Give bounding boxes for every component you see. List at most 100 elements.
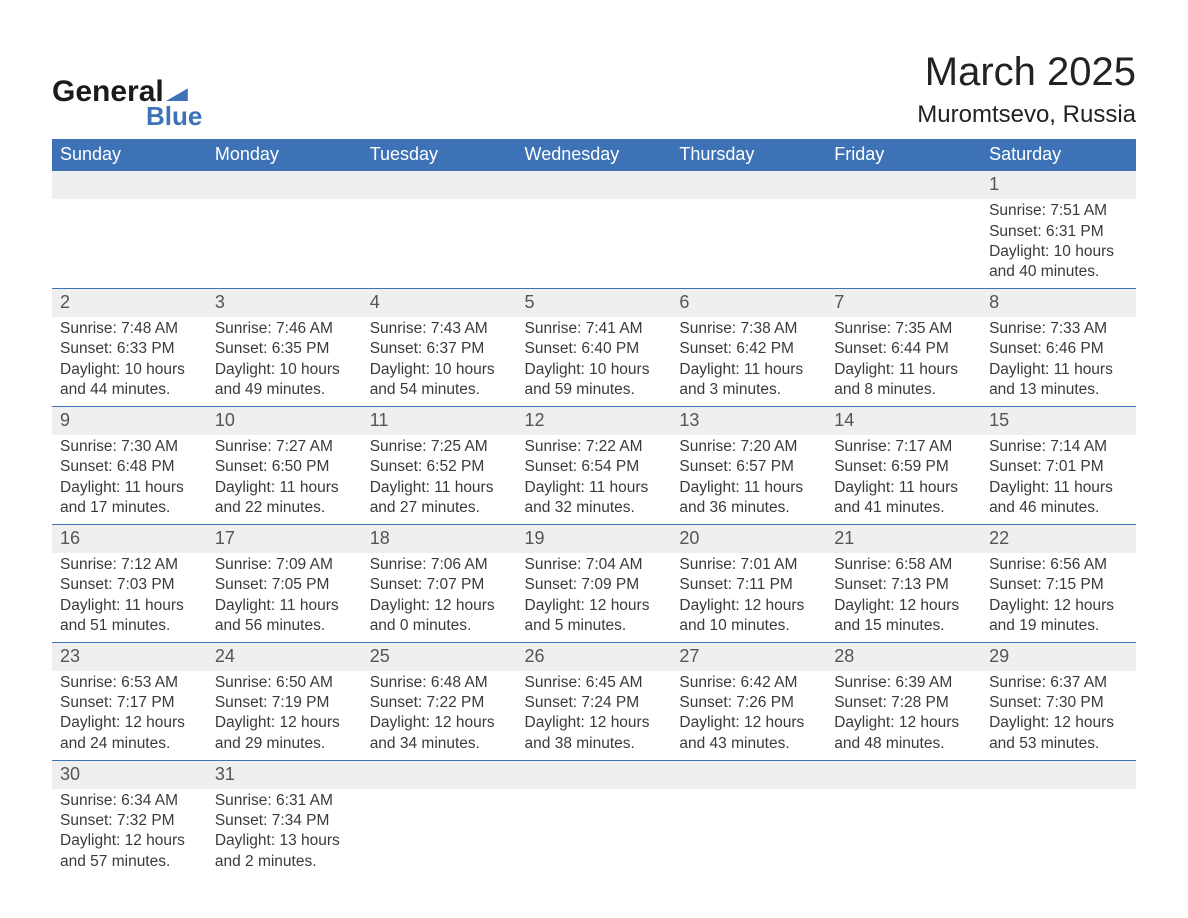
sunset-text: Sunset: 6:33 PM — [60, 339, 199, 359]
day-number-cell: 29 — [981, 642, 1136, 671]
day-number-cell: 27 — [671, 642, 826, 671]
daylight-text: Daylight: 10 hours — [525, 360, 664, 380]
sunset-text: Sunset: 7:32 PM — [60, 811, 199, 831]
day-number-cell: 17 — [207, 524, 362, 553]
sunset-text: Sunset: 7:26 PM — [679, 693, 818, 713]
sunrise-text: Sunrise: 7:27 AM — [215, 437, 354, 457]
day-number-cell: 15 — [981, 406, 1136, 435]
day-info-cell: Sunrise: 6:37 AMSunset: 7:30 PMDaylight:… — [981, 671, 1136, 760]
title-block: March 2025 Muromtsevo, Russia — [917, 50, 1136, 129]
sunset-text: Sunset: 6:37 PM — [370, 339, 509, 359]
brand-line2: Blue — [146, 103, 202, 129]
sunrise-text: Sunrise: 7:14 AM — [989, 437, 1128, 457]
daylight-text: and 3 minutes. — [679, 380, 818, 400]
day-number-cell — [207, 171, 362, 199]
day-info-cell: Sunrise: 7:46 AMSunset: 6:35 PMDaylight:… — [207, 317, 362, 406]
sunrise-text: Sunrise: 6:31 AM — [215, 791, 354, 811]
day-info-cell — [981, 789, 1136, 878]
sunset-text: Sunset: 6:50 PM — [215, 457, 354, 477]
sunrise-text: Sunrise: 7:22 AM — [525, 437, 664, 457]
daylight-text: Daylight: 12 hours — [60, 713, 199, 733]
day-number-cell: 8 — [981, 288, 1136, 317]
day-info-cell: Sunrise: 7:20 AMSunset: 6:57 PMDaylight:… — [671, 435, 826, 524]
sunrise-text: Sunrise: 7:33 AM — [989, 319, 1128, 339]
daylight-text: and 32 minutes. — [525, 498, 664, 518]
daylight-text: Daylight: 11 hours — [679, 360, 818, 380]
day-info-cell: Sunrise: 7:06 AMSunset: 7:07 PMDaylight:… — [362, 553, 517, 642]
sunrise-text: Sunrise: 6:48 AM — [370, 673, 509, 693]
sunset-text: Sunset: 6:54 PM — [525, 457, 664, 477]
info-row: Sunrise: 7:12 AMSunset: 7:03 PMDaylight:… — [52, 553, 1136, 642]
day-info-cell: Sunrise: 7:38 AMSunset: 6:42 PMDaylight:… — [671, 317, 826, 406]
daylight-text: and 49 minutes. — [215, 380, 354, 400]
day-number-cell — [517, 760, 672, 789]
sunrise-text: Sunrise: 7:46 AM — [215, 319, 354, 339]
sunset-text: Sunset: 7:05 PM — [215, 575, 354, 595]
weekday-header: Friday — [826, 139, 981, 171]
daylight-text: and 46 minutes. — [989, 498, 1128, 518]
day-number-cell: 11 — [362, 406, 517, 435]
sunset-text: Sunset: 6:48 PM — [60, 457, 199, 477]
info-row: Sunrise: 6:53 AMSunset: 7:17 PMDaylight:… — [52, 671, 1136, 760]
day-info-cell — [52, 199, 207, 288]
sunset-text: Sunset: 6:52 PM — [370, 457, 509, 477]
daylight-text: and 2 minutes. — [215, 852, 354, 872]
day-info-cell: Sunrise: 6:56 AMSunset: 7:15 PMDaylight:… — [981, 553, 1136, 642]
daylight-text: Daylight: 12 hours — [525, 713, 664, 733]
day-info-cell: Sunrise: 7:01 AMSunset: 7:11 PMDaylight:… — [671, 553, 826, 642]
daylight-text: and 29 minutes. — [215, 734, 354, 754]
day-number-cell: 10 — [207, 406, 362, 435]
sunset-text: Sunset: 6:57 PM — [679, 457, 818, 477]
day-number-cell: 4 — [362, 288, 517, 317]
day-info-cell: Sunrise: 7:43 AMSunset: 6:37 PMDaylight:… — [362, 317, 517, 406]
day-number-cell: 22 — [981, 524, 1136, 553]
day-number-cell: 6 — [671, 288, 826, 317]
weekday-header: Wednesday — [517, 139, 672, 171]
daylight-text: Daylight: 11 hours — [834, 478, 973, 498]
sunrise-text: Sunrise: 7:43 AM — [370, 319, 509, 339]
weekday-header: Tuesday — [362, 139, 517, 171]
brand-logo: General Blue — [52, 77, 202, 129]
sunset-text: Sunset: 6:44 PM — [834, 339, 973, 359]
sunset-text: Sunset: 7:30 PM — [989, 693, 1128, 713]
daylight-text: Daylight: 12 hours — [989, 596, 1128, 616]
daylight-text: Daylight: 11 hours — [525, 478, 664, 498]
sunset-text: Sunset: 6:59 PM — [834, 457, 973, 477]
daynum-row: 9101112131415 — [52, 406, 1136, 435]
sunset-text: Sunset: 7:13 PM — [834, 575, 973, 595]
sunrise-text: Sunrise: 6:50 AM — [215, 673, 354, 693]
day-number-cell: 19 — [517, 524, 672, 553]
sunrise-text: Sunrise: 6:42 AM — [679, 673, 818, 693]
sunrise-text: Sunrise: 7:09 AM — [215, 555, 354, 575]
daylight-text: Daylight: 13 hours — [215, 831, 354, 851]
day-number-cell: 28 — [826, 642, 981, 671]
day-info-cell: Sunrise: 7:14 AMSunset: 7:01 PMDaylight:… — [981, 435, 1136, 524]
sunset-text: Sunset: 7:19 PM — [215, 693, 354, 713]
day-info-cell — [207, 199, 362, 288]
day-number-cell: 16 — [52, 524, 207, 553]
daylight-text: and 8 minutes. — [834, 380, 973, 400]
daynum-row: 1 — [52, 171, 1136, 199]
day-info-cell: Sunrise: 7:41 AMSunset: 6:40 PMDaylight:… — [517, 317, 672, 406]
sunrise-text: Sunrise: 7:17 AM — [834, 437, 973, 457]
page-title: March 2025 — [917, 50, 1136, 95]
sunrise-text: Sunrise: 7:25 AM — [370, 437, 509, 457]
day-number-cell: 30 — [52, 760, 207, 789]
info-row: Sunrise: 7:30 AMSunset: 6:48 PMDaylight:… — [52, 435, 1136, 524]
day-info-cell: Sunrise: 6:31 AMSunset: 7:34 PMDaylight:… — [207, 789, 362, 878]
daylight-text: Daylight: 12 hours — [525, 596, 664, 616]
day-info-cell: Sunrise: 6:53 AMSunset: 7:17 PMDaylight:… — [52, 671, 207, 760]
day-info-cell — [362, 789, 517, 878]
day-number-cell: 23 — [52, 642, 207, 671]
sunset-text: Sunset: 7:28 PM — [834, 693, 973, 713]
day-number-cell — [826, 760, 981, 789]
day-number-cell: 2 — [52, 288, 207, 317]
daylight-text: Daylight: 11 hours — [834, 360, 973, 380]
daylight-text: and 41 minutes. — [834, 498, 973, 518]
daylight-text: Daylight: 12 hours — [679, 713, 818, 733]
daylight-text: and 10 minutes. — [679, 616, 818, 636]
daylight-text: and 15 minutes. — [834, 616, 973, 636]
daylight-text: and 38 minutes. — [525, 734, 664, 754]
sunrise-text: Sunrise: 6:39 AM — [834, 673, 973, 693]
sunrise-text: Sunrise: 7:51 AM — [989, 201, 1128, 221]
